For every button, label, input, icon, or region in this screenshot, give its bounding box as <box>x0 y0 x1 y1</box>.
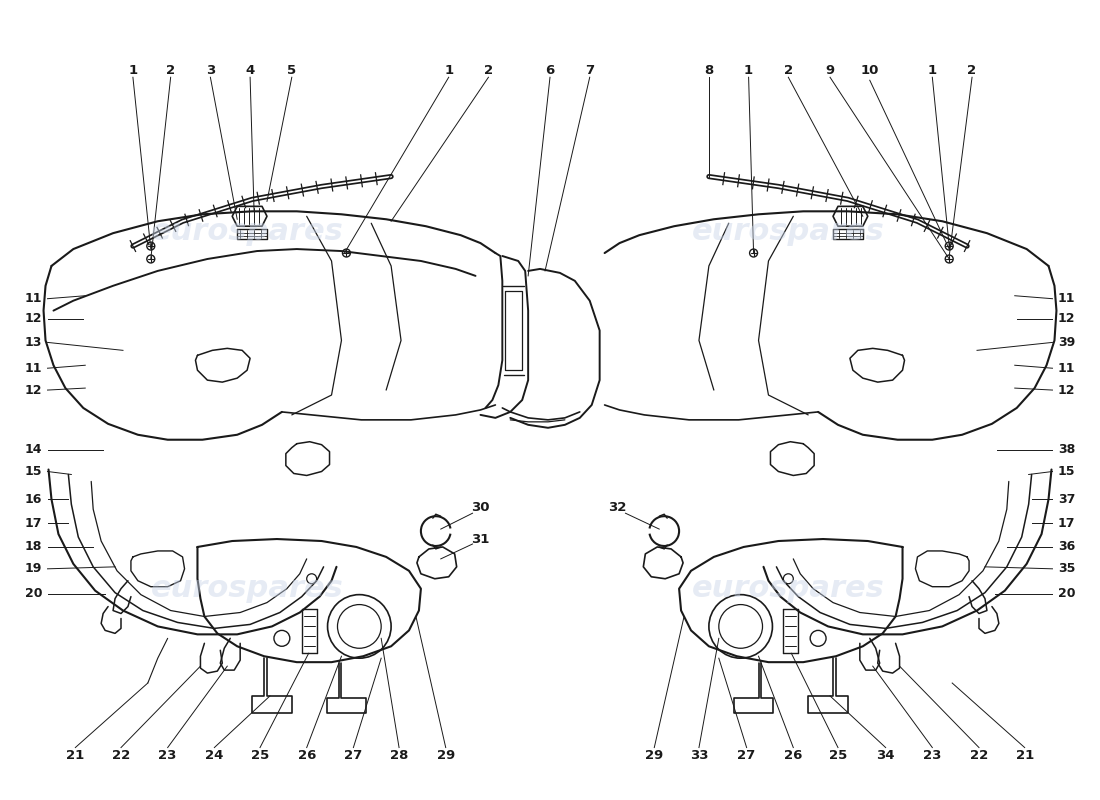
Text: 2: 2 <box>166 64 175 77</box>
Text: 1: 1 <box>129 64 138 77</box>
Text: 11: 11 <box>25 362 43 374</box>
Text: 10: 10 <box>860 64 879 77</box>
Text: 11: 11 <box>1057 362 1075 374</box>
Text: 29: 29 <box>645 749 663 762</box>
Text: 30: 30 <box>471 501 490 514</box>
Text: 11: 11 <box>1057 292 1075 306</box>
Text: 27: 27 <box>344 749 363 762</box>
Text: 12: 12 <box>1057 312 1075 325</box>
Text: 12: 12 <box>25 383 43 397</box>
Text: 5: 5 <box>287 64 296 77</box>
Text: 21: 21 <box>66 749 85 762</box>
Text: 16: 16 <box>25 493 42 506</box>
Text: 27: 27 <box>737 749 756 762</box>
Text: 23: 23 <box>158 749 177 762</box>
Text: 22: 22 <box>970 749 988 762</box>
Text: 14: 14 <box>25 443 43 456</box>
Text: 20: 20 <box>25 587 43 600</box>
Text: 15: 15 <box>25 465 43 478</box>
Text: 2: 2 <box>968 64 977 77</box>
Text: 2: 2 <box>484 64 493 77</box>
Text: eurospares: eurospares <box>692 217 884 246</box>
Text: 1: 1 <box>927 64 937 77</box>
Text: 19: 19 <box>25 562 42 575</box>
Text: 25: 25 <box>251 749 270 762</box>
Text: 12: 12 <box>25 312 43 325</box>
Text: 1: 1 <box>444 64 453 77</box>
Text: 28: 28 <box>389 749 408 762</box>
Text: 26: 26 <box>784 749 803 762</box>
Text: 3: 3 <box>206 64 214 77</box>
Text: eurospares: eurospares <box>151 217 343 246</box>
Text: eurospares: eurospares <box>692 574 884 603</box>
Text: 23: 23 <box>923 749 942 762</box>
Text: 37: 37 <box>1058 493 1075 506</box>
Text: 2: 2 <box>784 64 793 77</box>
Text: 6: 6 <box>546 64 554 77</box>
Text: 29: 29 <box>437 749 455 762</box>
Text: 35: 35 <box>1058 562 1075 575</box>
Text: 15: 15 <box>1057 465 1075 478</box>
Text: 34: 34 <box>877 749 895 762</box>
Text: 17: 17 <box>25 517 43 530</box>
Text: 18: 18 <box>25 541 42 554</box>
Text: 22: 22 <box>112 749 130 762</box>
Text: 33: 33 <box>690 749 708 762</box>
Text: 12: 12 <box>1057 383 1075 397</box>
Text: 26: 26 <box>297 749 316 762</box>
Text: 31: 31 <box>471 533 490 546</box>
Text: 24: 24 <box>206 749 223 762</box>
Text: 38: 38 <box>1058 443 1075 456</box>
Text: 36: 36 <box>1058 541 1075 554</box>
Text: 8: 8 <box>704 64 714 77</box>
Text: 13: 13 <box>25 336 42 349</box>
Text: eurospares: eurospares <box>151 574 343 603</box>
Text: 4: 4 <box>245 64 255 77</box>
Text: 1: 1 <box>744 64 754 77</box>
Text: 11: 11 <box>25 292 43 306</box>
Text: 21: 21 <box>1015 749 1034 762</box>
Text: 7: 7 <box>585 64 594 77</box>
Text: 32: 32 <box>608 501 627 514</box>
Text: 20: 20 <box>1057 587 1075 600</box>
Text: 25: 25 <box>829 749 847 762</box>
Text: 9: 9 <box>825 64 835 77</box>
Text: 39: 39 <box>1058 336 1075 349</box>
Text: 17: 17 <box>1057 517 1075 530</box>
